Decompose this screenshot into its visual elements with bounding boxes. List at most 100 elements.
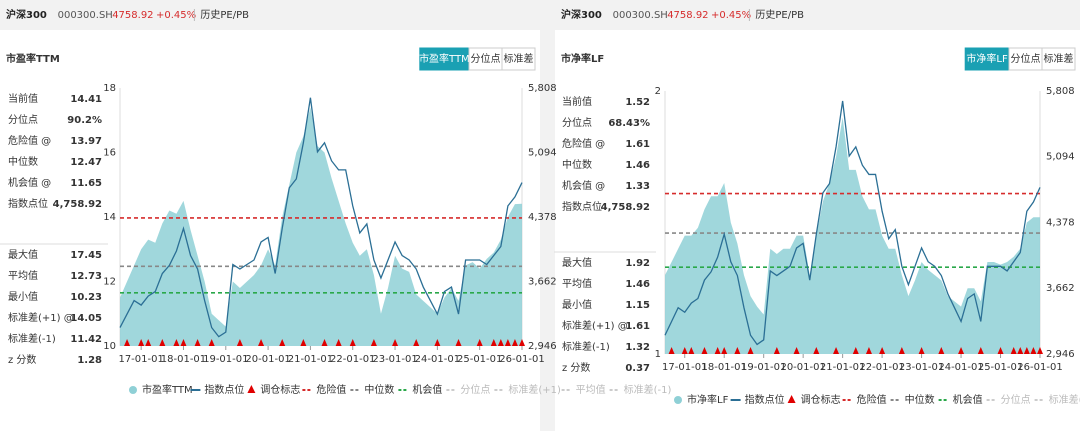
legend-label[interactable]: 市净率LF (687, 393, 729, 406)
legend-label[interactable]: 中位数 (364, 383, 394, 396)
signal-marker (145, 339, 152, 346)
signal-marker (1037, 347, 1043, 354)
signal-marker (434, 339, 441, 346)
header-code: 000300.SH (58, 10, 113, 21)
stat-value: 90.2% (67, 115, 102, 126)
legend-label[interactable]: 分位点 (460, 383, 490, 396)
legend-symbol (787, 395, 796, 403)
x-tick-label: 26-01-01 (499, 354, 544, 365)
x-tick-label: 19-01-01 (203, 354, 248, 365)
stat-label: z 分数 (562, 361, 590, 374)
tab-label[interactable]: 市盈率TTM (419, 52, 470, 65)
legend-label[interactable]: 中位数 (905, 393, 935, 406)
y-tick-label: 16 (103, 148, 116, 159)
tab-label[interactable]: 市净率LF (966, 52, 1008, 65)
stat-label: 当前值 (8, 92, 38, 105)
signal-marker (236, 339, 243, 346)
x-tick-label: 17-01-01 (662, 362, 707, 373)
signal-marker (668, 347, 675, 354)
stat-value: 1.15 (625, 300, 650, 311)
legend-label[interactable]: 机会值 (953, 393, 983, 406)
tab-label[interactable]: 分位点 (1011, 52, 1041, 65)
signal-marker (180, 339, 187, 346)
signal-marker (455, 339, 462, 346)
stat-label: 最小值 (8, 290, 38, 303)
y-tick-label: 2 (655, 86, 661, 97)
stat-value: 11.42 (70, 334, 102, 345)
signal-marker (194, 339, 201, 346)
tab-label[interactable]: 标准差 (1044, 52, 1074, 65)
tab-label[interactable]: 标准差 (504, 52, 534, 65)
stat-label: 危险值 @ (562, 137, 605, 150)
stat-label: 中位数 (8, 155, 38, 168)
legend-label[interactable]: 分位点 (1001, 393, 1031, 406)
stat-value: 1.92 (625, 258, 650, 269)
legend-label[interactable]: 指数点位 (204, 383, 244, 396)
legend-label[interactable]: 危险值 (316, 383, 346, 396)
legend-label[interactable]: 机会值 (412, 383, 442, 396)
legend-label[interactable]: 标准差(+1) (1049, 393, 1080, 406)
stat-value: 17.45 (70, 250, 102, 261)
x-tick-label: 18-01-01 (702, 362, 747, 373)
stat-label: 标准差(-1) (562, 340, 610, 353)
signal-marker (392, 339, 399, 346)
legend-label[interactable]: 标准差(-1) (624, 383, 672, 396)
signal-marker (938, 347, 945, 354)
signal-marker (997, 347, 1004, 354)
signal-marker (688, 347, 695, 354)
stat-value: 11.65 (70, 178, 102, 189)
header-page[interactable]: 历史PE/PB (200, 9, 249, 21)
stat-label: 机会值 @ (562, 179, 605, 192)
y2-tick-label: 2,946 (528, 341, 557, 352)
x-tick-label: 18-01-01 (161, 354, 206, 365)
legend-label[interactable]: 平均值 (576, 383, 606, 396)
stat-label: 分位点 (8, 113, 38, 126)
stat-label: 机会值 @ (8, 176, 51, 189)
y2-tick-label: 5,808 (528, 83, 557, 94)
signal-marker (681, 347, 688, 354)
x-tick-label: 24-01-01 (415, 354, 460, 365)
x-tick-label: 21-01-01 (820, 362, 865, 373)
y2-tick-label: 5,094 (1046, 152, 1075, 163)
stat-value: 12.73 (70, 271, 102, 282)
panel-gap (540, 0, 555, 431)
stat-value: 1.61 (625, 139, 650, 150)
legend-label[interactable]: 调仓标志 (801, 393, 841, 406)
y2-tick-label: 4,378 (1046, 217, 1075, 228)
signal-marker (504, 339, 511, 346)
y2-tick-label: 3,662 (528, 276, 557, 287)
stat-value: 14.41 (70, 94, 102, 105)
x-tick-label: 25-01-01 (978, 362, 1023, 373)
stat-label: 当前值 (562, 95, 592, 108)
signal-marker (497, 339, 504, 346)
tab-label[interactable]: 分位点 (471, 52, 501, 65)
y2-tick-label: 5,094 (528, 147, 557, 158)
signal-marker (173, 339, 180, 346)
legend-label[interactable]: 标准差(+1) (508, 383, 561, 396)
legend-label[interactable]: 调仓标志 (260, 383, 300, 396)
signal-marker (747, 347, 754, 354)
legend-label[interactable]: 危险值 (857, 393, 887, 406)
signal-marker (321, 339, 328, 346)
tab[interactable] (501, 47, 536, 71)
stat-label: 平均值 (562, 277, 592, 290)
x-tick-label: 22-01-01 (330, 354, 375, 365)
stat-value: 10.23 (70, 292, 102, 303)
signal-marker (370, 339, 377, 346)
signal-marker (519, 339, 525, 346)
header-name: 沪深300 (6, 8, 47, 21)
x-tick-label: 20-01-01 (780, 362, 825, 373)
legend-label[interactable]: 市盈率TTM (142, 383, 193, 396)
legend-label[interactable]: 指数点位 (745, 393, 785, 406)
chart-title: 市净率LF (561, 52, 604, 65)
signal-marker (1030, 347, 1037, 354)
signal-marker (476, 339, 483, 346)
tab[interactable] (1041, 47, 1076, 71)
header-page[interactable]: 历史PE/PB (755, 9, 804, 21)
y2-tick-label: 3,662 (1046, 283, 1075, 294)
stat-label: 最大值 (8, 248, 38, 261)
stat-value: 13.97 (70, 136, 102, 147)
legend-symbol (247, 385, 256, 393)
